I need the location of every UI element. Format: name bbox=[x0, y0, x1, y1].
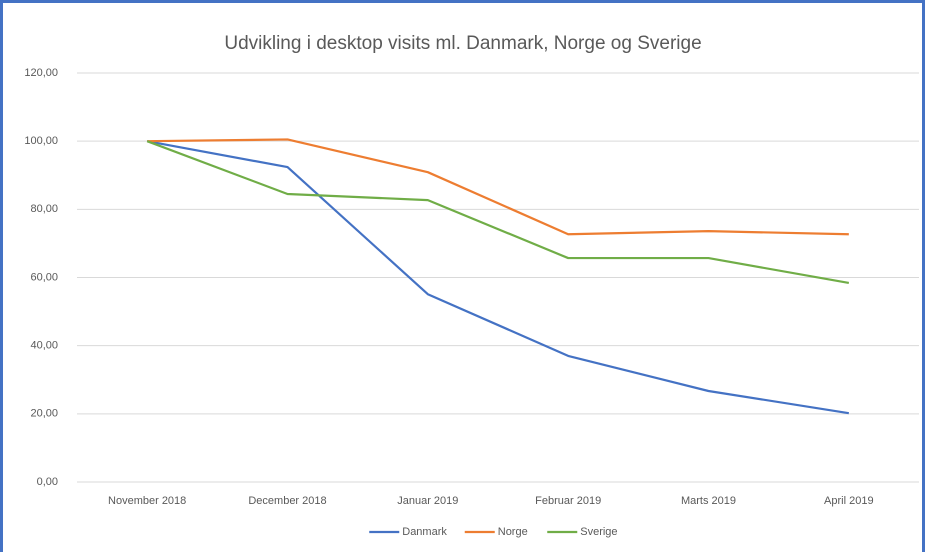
series-line bbox=[146, 140, 850, 415]
chart-title: Udvikling i desktop visits ml. Danmark, … bbox=[224, 33, 701, 54]
y-tick-label: 120,00 bbox=[24, 67, 58, 79]
legend-label: Danmark bbox=[402, 526, 447, 538]
series-line bbox=[146, 140, 850, 285]
x-tick-label: November 2018 bbox=[108, 495, 186, 507]
x-tick-label: Februar 2019 bbox=[535, 495, 601, 507]
x-tick-label: Marts 2019 bbox=[681, 495, 736, 507]
legend-label: Sverige bbox=[580, 526, 617, 538]
series-line bbox=[147, 138, 849, 236]
x-tick-label: December 2018 bbox=[248, 495, 326, 507]
y-tick-label: 20,00 bbox=[30, 408, 58, 420]
legend-label: Norge bbox=[498, 526, 528, 538]
x-tick-label: Januar 2019 bbox=[397, 495, 458, 507]
y-tick-label: 0,00 bbox=[37, 476, 58, 488]
y-tick-label: 60,00 bbox=[30, 271, 58, 283]
y-tick-label: 100,00 bbox=[24, 135, 58, 147]
y-tick-label: 80,00 bbox=[30, 203, 58, 215]
y-tick-label: 40,00 bbox=[30, 340, 58, 352]
x-tick-label: April 2019 bbox=[824, 495, 874, 507]
